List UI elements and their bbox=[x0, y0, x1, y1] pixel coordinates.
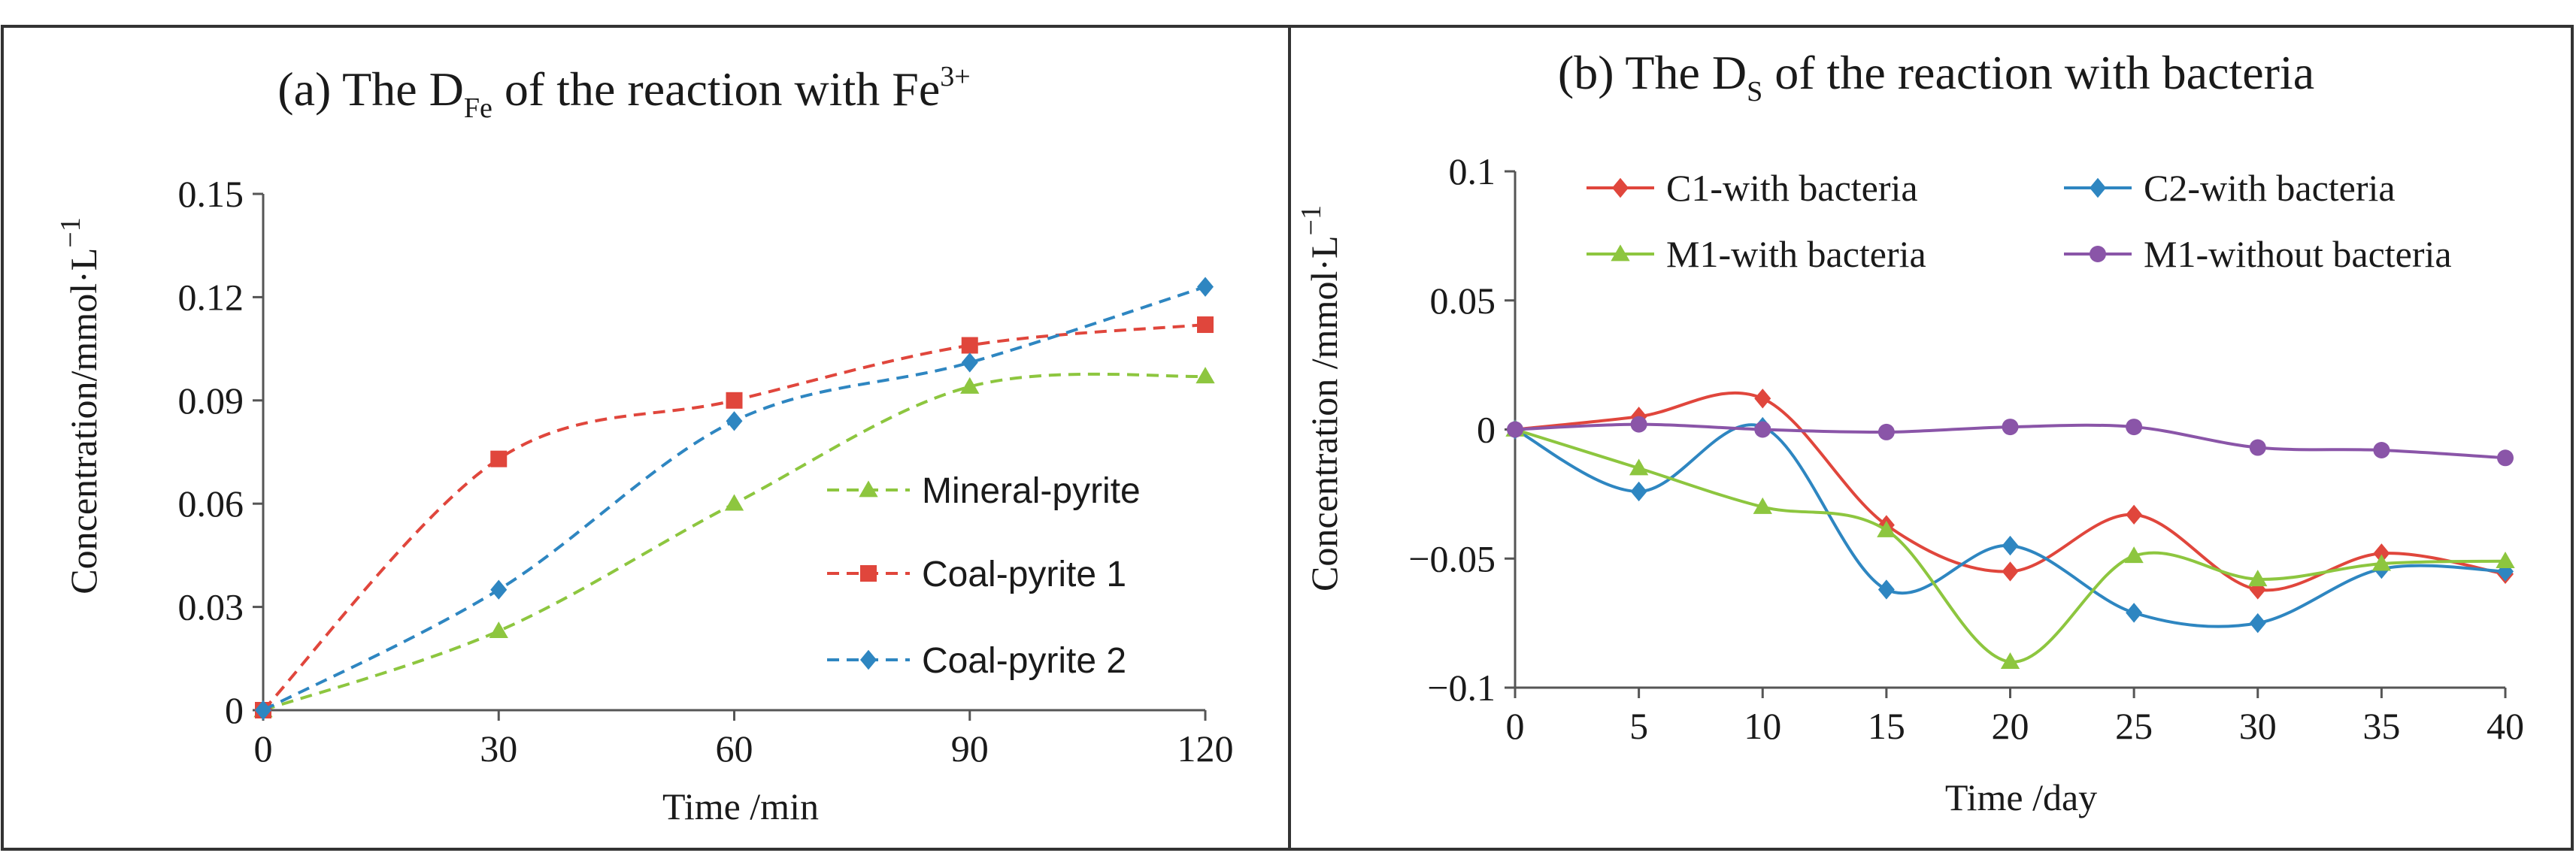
panel-b-y-tick-label: 0 bbox=[1477, 409, 1496, 451]
panel-b-data-point bbox=[1877, 520, 1896, 537]
panel-b-data-point bbox=[2249, 439, 2266, 456]
panel-a-xlabel: Time /min bbox=[662, 785, 819, 827]
panel-b-x-tick-label: 25 bbox=[2115, 705, 2153, 747]
panel-b-data-point bbox=[2126, 603, 2143, 623]
panel-a-title: (a) The DFe of the reaction with Fe3+ bbox=[277, 61, 970, 124]
panel-b-legend-label: C1-with bacteria bbox=[1666, 167, 1918, 209]
panel-a-data-point bbox=[490, 579, 508, 600]
panel-b-data-point bbox=[1629, 458, 1649, 476]
panel-a-data-point bbox=[1196, 367, 1215, 384]
panel-a-legend-marker bbox=[860, 565, 877, 582]
panel-a-x-tick-label: 0 bbox=[254, 727, 273, 770]
panel-b-data-point bbox=[1630, 416, 1647, 433]
panel-b-y-tick-label: −0.1 bbox=[1427, 667, 1496, 709]
panel-a-y-tick-label: 0 bbox=[225, 689, 244, 731]
panel-a-data-point bbox=[489, 622, 508, 639]
panel-b-data-point bbox=[2000, 652, 2020, 669]
panel-b-x-tick-label: 35 bbox=[2362, 705, 2400, 747]
panel-a-data-point bbox=[490, 450, 508, 467]
panel-a-ylabel: Concentration/mmol·L−1 bbox=[55, 217, 105, 594]
panel-a-legend-marker bbox=[859, 480, 878, 498]
panel-a-y-tick-label: 0.15 bbox=[178, 173, 244, 215]
panel-a-data-point bbox=[724, 494, 744, 511]
panel-b-legend-marker bbox=[2090, 177, 2106, 198]
panel-b-y-tick-label: 0.1 bbox=[1449, 150, 1496, 192]
panel-b-data-point bbox=[1507, 421, 1523, 438]
panel-a-data-point bbox=[960, 377, 980, 394]
panel-a-frame bbox=[1, 25, 1291, 851]
panel-a-x-tick-label: 60 bbox=[716, 727, 753, 770]
panel-b-x-tick-label: 20 bbox=[1992, 705, 2029, 747]
panel-a-legend-label: Coal-pyrite 1 bbox=[922, 555, 1126, 594]
panel-b-data-point bbox=[1754, 389, 1771, 409]
panel-b-legend-marker bbox=[1612, 177, 1629, 198]
panel-b-data-point bbox=[1753, 497, 1772, 514]
panel-b-legend-marker bbox=[1611, 244, 1630, 262]
panel-b-x-tick-label: 40 bbox=[2487, 705, 2524, 747]
panel-a-y-tick-label: 0.12 bbox=[178, 276, 244, 318]
panel-b-plot: −0.1 −0.05 0 0.05 0.1 0 5 10 15 20 25 30 35 40 C1-with… bbox=[1408, 150, 2524, 747]
panel-b-data-point bbox=[1877, 423, 1895, 440]
panel-b-data-point bbox=[1754, 421, 1771, 438]
panel-b-data-point bbox=[1877, 579, 1895, 600]
panel-b-y-tick-label: 0.05 bbox=[1430, 280, 1496, 322]
panel-b-x-tick-label: 5 bbox=[1629, 705, 1648, 747]
panel-b-data-point bbox=[2497, 449, 2514, 467]
panel-b-frame bbox=[1288, 25, 2574, 851]
panel-b-data-point bbox=[2371, 554, 2392, 571]
panel-b-x-tick-label: 0 bbox=[1506, 705, 1525, 747]
panel-b-y-tick-label: −0.05 bbox=[1408, 537, 1496, 579]
panel-b-data-point bbox=[2249, 612, 2266, 634]
panel-a-data-point bbox=[1197, 277, 1214, 297]
panel-b-xlabel: Time /day bbox=[1945, 776, 2097, 818]
panel-b-x-tick-label: 30 bbox=[2239, 705, 2277, 747]
panel-a-x-tick-label: 30 bbox=[480, 727, 517, 770]
panel-b-legend-label: M1-without bacteria bbox=[2144, 233, 2452, 275]
panel-a-x-tick-label: 120 bbox=[1177, 727, 1234, 770]
panel-b-x-tick-label: 10 bbox=[1744, 705, 1781, 747]
panel-b-data-point bbox=[2496, 552, 2515, 569]
panel-a-legend-label: Coal-pyrite 2 bbox=[922, 641, 1126, 681]
panel-b-data-point bbox=[2373, 543, 2390, 564]
panel-b-legend-label: M1-with bacteria bbox=[1666, 233, 1926, 275]
panel-a-data-point bbox=[255, 700, 271, 721]
panel-a-y-tick-label: 0.03 bbox=[178, 586, 244, 628]
panel-b-data-point bbox=[2002, 535, 2019, 556]
panel-a-data-point bbox=[961, 337, 978, 354]
panel-a-y-tick-label: 0.09 bbox=[178, 380, 244, 422]
panel-a-legend-marker bbox=[860, 649, 877, 670]
panel-b-data-point bbox=[2126, 504, 2143, 525]
panel-a-x-tick-label: 90 bbox=[951, 727, 989, 770]
panel-b-data-point bbox=[2497, 561, 2514, 582]
panel-b-legend-marker bbox=[2090, 246, 2106, 262]
panel-b-legend-label: C2-with bacteria bbox=[2144, 167, 2396, 209]
panel-b-title: (b) The DS of the reaction with bacteria bbox=[1558, 46, 2314, 107]
panel-b-x-tick-label: 15 bbox=[1868, 705, 1905, 747]
panel-b-data-point bbox=[2126, 419, 2143, 436]
panel-b-data-point bbox=[1630, 481, 1647, 502]
panel-a-data-point bbox=[726, 411, 743, 431]
panel-a-data-point bbox=[1197, 316, 1214, 334]
panel-a-series-line-1 bbox=[262, 323, 1206, 712]
panel-b-data-point bbox=[2124, 546, 2144, 564]
panel-a-plot: 0 0.03 0.06 0.09 0.12 0.15 0 30 60 90 120 Mineral-p… bbox=[178, 173, 1234, 770]
panel-b-series-line-1 bbox=[1514, 423, 2506, 628]
panel-b-data-point bbox=[2002, 561, 2019, 582]
panel-a-data-point bbox=[726, 392, 743, 409]
panel-b-ylabel: Concentration /mmol·L−1 bbox=[1296, 205, 1345, 591]
panel-b-data-point bbox=[2002, 419, 2019, 436]
panel-a-y-tick-label: 0.06 bbox=[178, 482, 244, 525]
panel-a-legend-label: Mineral-pyrite bbox=[922, 471, 1141, 511]
panel-b-data-point bbox=[2248, 570, 2268, 587]
panel-a-data-point bbox=[961, 352, 978, 373]
panel-b-data-point bbox=[2373, 441, 2390, 458]
